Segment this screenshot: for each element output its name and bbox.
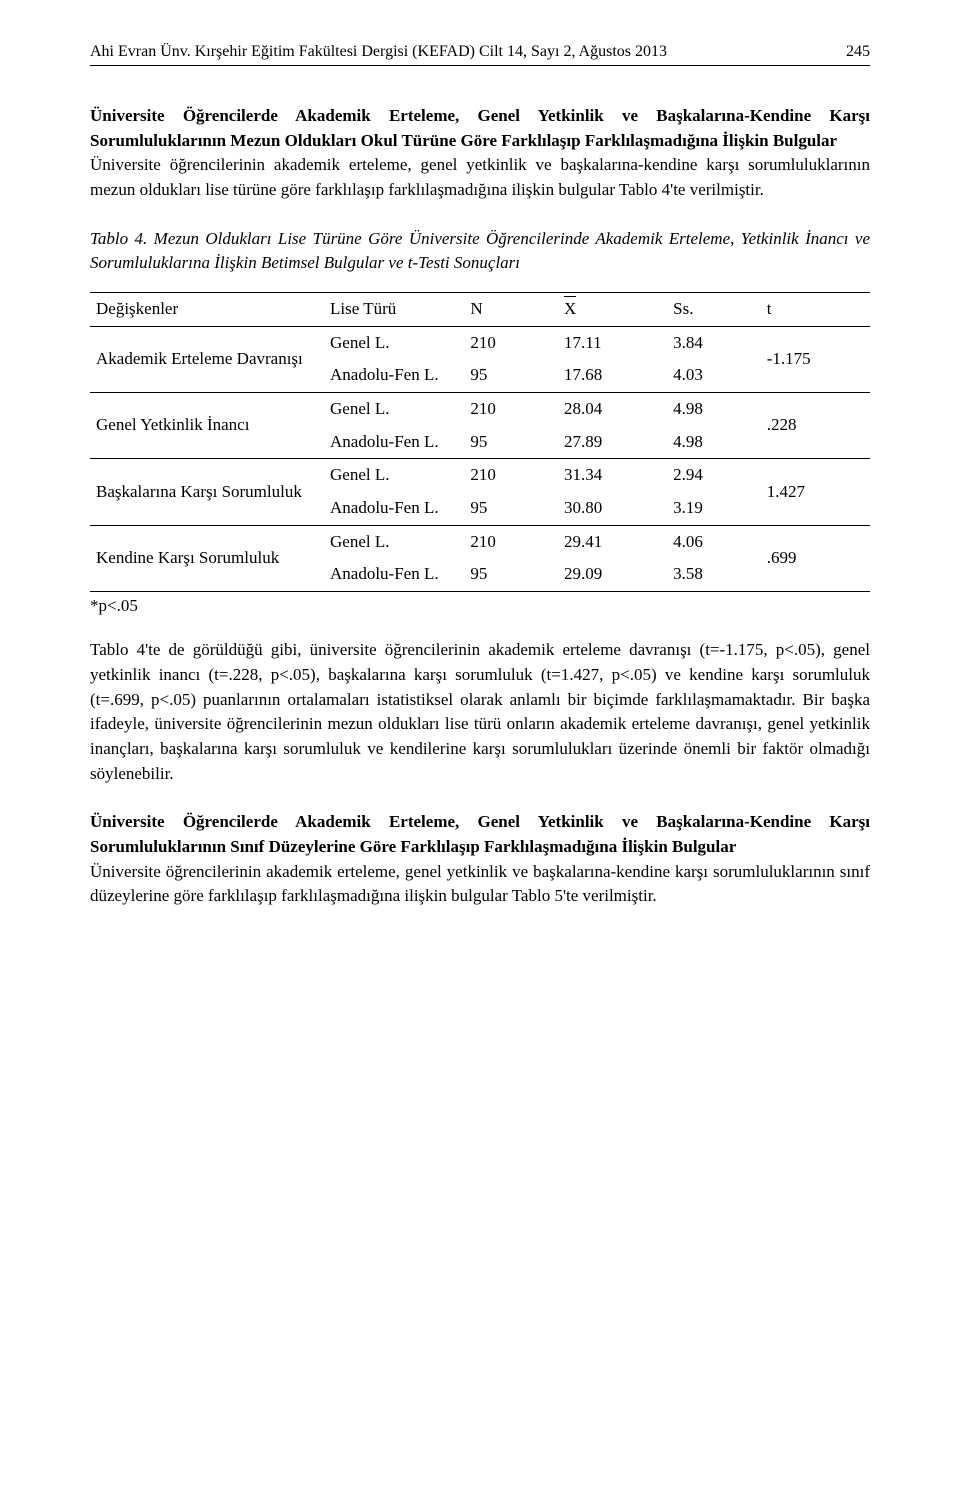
discussion-para: Tablo 4'te de görüldüğü gibi, üniversite… — [90, 638, 870, 786]
table4-caption-lead: Tablo 4. — [90, 229, 147, 248]
n-cell: 95 — [464, 558, 558, 591]
th-xbar: X — [558, 293, 667, 327]
section2-body: Üniversite öğrencilerinin akademik ertel… — [90, 860, 870, 909]
table4: Değişkenler Lise Türü N X Ss. t Akademik… — [90, 292, 870, 592]
th-ss: Ss. — [667, 293, 761, 327]
ss-cell: 2.94 — [667, 459, 761, 492]
var-cell: Genel Yetkinlik İnancı — [90, 392, 324, 458]
lt-cell: Genel L. — [324, 459, 464, 492]
table4-caption-rest: Mezun Oldukları Lise Türüne Göre Ünivers… — [90, 229, 870, 273]
x-cell: 29.41 — [558, 525, 667, 558]
th-lisetype: Lise Türü — [324, 293, 464, 327]
table-row: Kendine Karşı Sorumluluk Genel L. 210 29… — [90, 525, 870, 558]
var-cell: Başkalarına Karşı Sorumluluk — [90, 459, 324, 525]
lt-cell: Anadolu-Fen L. — [324, 359, 464, 392]
var-cell: Kendine Karşı Sorumluluk — [90, 525, 324, 591]
ss-cell: 3.58 — [667, 558, 761, 591]
ss-cell: 4.03 — [667, 359, 761, 392]
table-row: Başkalarına Karşı Sorumluluk Genel L. 21… — [90, 459, 870, 492]
th-t: t — [761, 293, 870, 327]
lt-cell: Anadolu-Fen L. — [324, 492, 464, 525]
x-cell: 29.09 — [558, 558, 667, 591]
lt-cell: Anadolu-Fen L. — [324, 426, 464, 459]
lt-cell: Genel L. — [324, 392, 464, 425]
x-cell: 17.11 — [558, 326, 667, 359]
n-cell: 95 — [464, 359, 558, 392]
n-cell: 210 — [464, 525, 558, 558]
n-cell: 210 — [464, 459, 558, 492]
ss-cell: 4.06 — [667, 525, 761, 558]
table4-header-row: Değişkenler Lise Türü N X Ss. t — [90, 293, 870, 327]
x-cell: 28.04 — [558, 392, 667, 425]
x-cell: 27.89 — [558, 426, 667, 459]
xbar-symbol: X — [564, 297, 576, 322]
var-cell: Akademik Erteleme Davranışı — [90, 326, 324, 392]
ss-cell: 4.98 — [667, 426, 761, 459]
lt-cell: Genel L. — [324, 326, 464, 359]
journal-title: Ahi Evran Ünv. Kırşehir Eğitim Fakültesi… — [90, 40, 667, 63]
table-row: Akademik Erteleme Davranışı Genel L. 210… — [90, 326, 870, 359]
th-var: Değişkenler — [90, 293, 324, 327]
ss-cell: 3.84 — [667, 326, 761, 359]
n-cell: 95 — [464, 426, 558, 459]
ss-cell: 3.19 — [667, 492, 761, 525]
x-cell: 30.80 — [558, 492, 667, 525]
n-cell: 210 — [464, 392, 558, 425]
t-cell: 1.427 — [761, 459, 870, 525]
table4-caption: Tablo 4. Mezun Oldukları Lise Türüne Gör… — [90, 227, 870, 276]
n-cell: 95 — [464, 492, 558, 525]
th-n: N — [464, 293, 558, 327]
t-cell: -1.175 — [761, 326, 870, 392]
ss-cell: 4.98 — [667, 392, 761, 425]
page-number: 245 — [846, 40, 870, 63]
lt-cell: Genel L. — [324, 525, 464, 558]
lt-cell: Anadolu-Fen L. — [324, 558, 464, 591]
section1-body: Üniversite öğrencilerinin akademik ertel… — [90, 153, 870, 202]
section1-title: Üniversite Öğrencilerde Akademik Ertelem… — [90, 104, 870, 153]
x-cell: 17.68 — [558, 359, 667, 392]
table4-footnote: *p<.05 — [90, 594, 870, 619]
t-cell: .228 — [761, 392, 870, 458]
t-cell: .699 — [761, 525, 870, 591]
page-header: Ahi Evran Ünv. Kırşehir Eğitim Fakültesi… — [90, 40, 870, 66]
section2-title: Üniversite Öğrencilerde Akademik Ertelem… — [90, 810, 870, 859]
n-cell: 210 — [464, 326, 558, 359]
x-cell: 31.34 — [558, 459, 667, 492]
table-row: Genel Yetkinlik İnancı Genel L. 210 28.0… — [90, 392, 870, 425]
